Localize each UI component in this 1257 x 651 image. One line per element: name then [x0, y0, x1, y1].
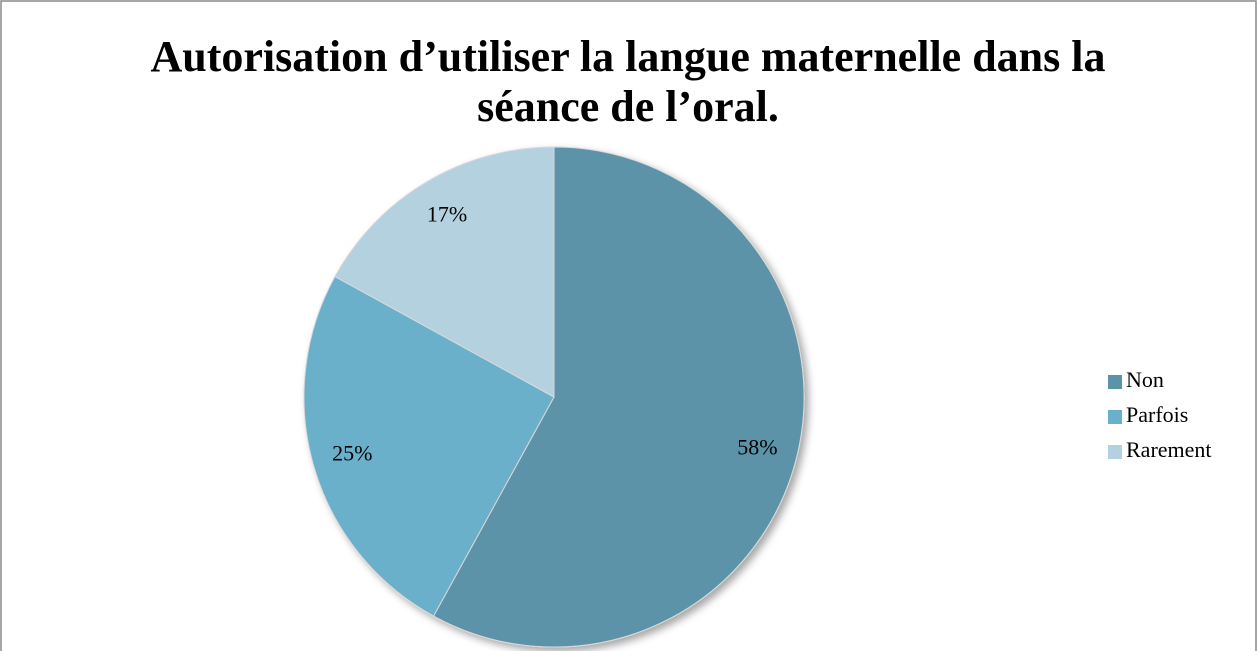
pie-slice	[432, 146, 805, 648]
data-label: 25%	[332, 441, 372, 466]
legend-label: Non	[1126, 367, 1164, 392]
pie-slice	[334, 146, 555, 398]
legend-swatch	[1108, 410, 1122, 424]
data-label: 58%	[737, 434, 777, 459]
chart-title: Autorisation d’utiliser la langue matern…	[150, 32, 1106, 131]
legend-label: Rarement	[1126, 437, 1212, 462]
pie	[303, 146, 805, 648]
legend-swatch	[1108, 375, 1122, 389]
legend-swatch	[1108, 445, 1122, 459]
legend-label: Parfois	[1126, 402, 1188, 427]
data-label: 17%	[427, 201, 467, 226]
pie-slice	[303, 275, 555, 617]
